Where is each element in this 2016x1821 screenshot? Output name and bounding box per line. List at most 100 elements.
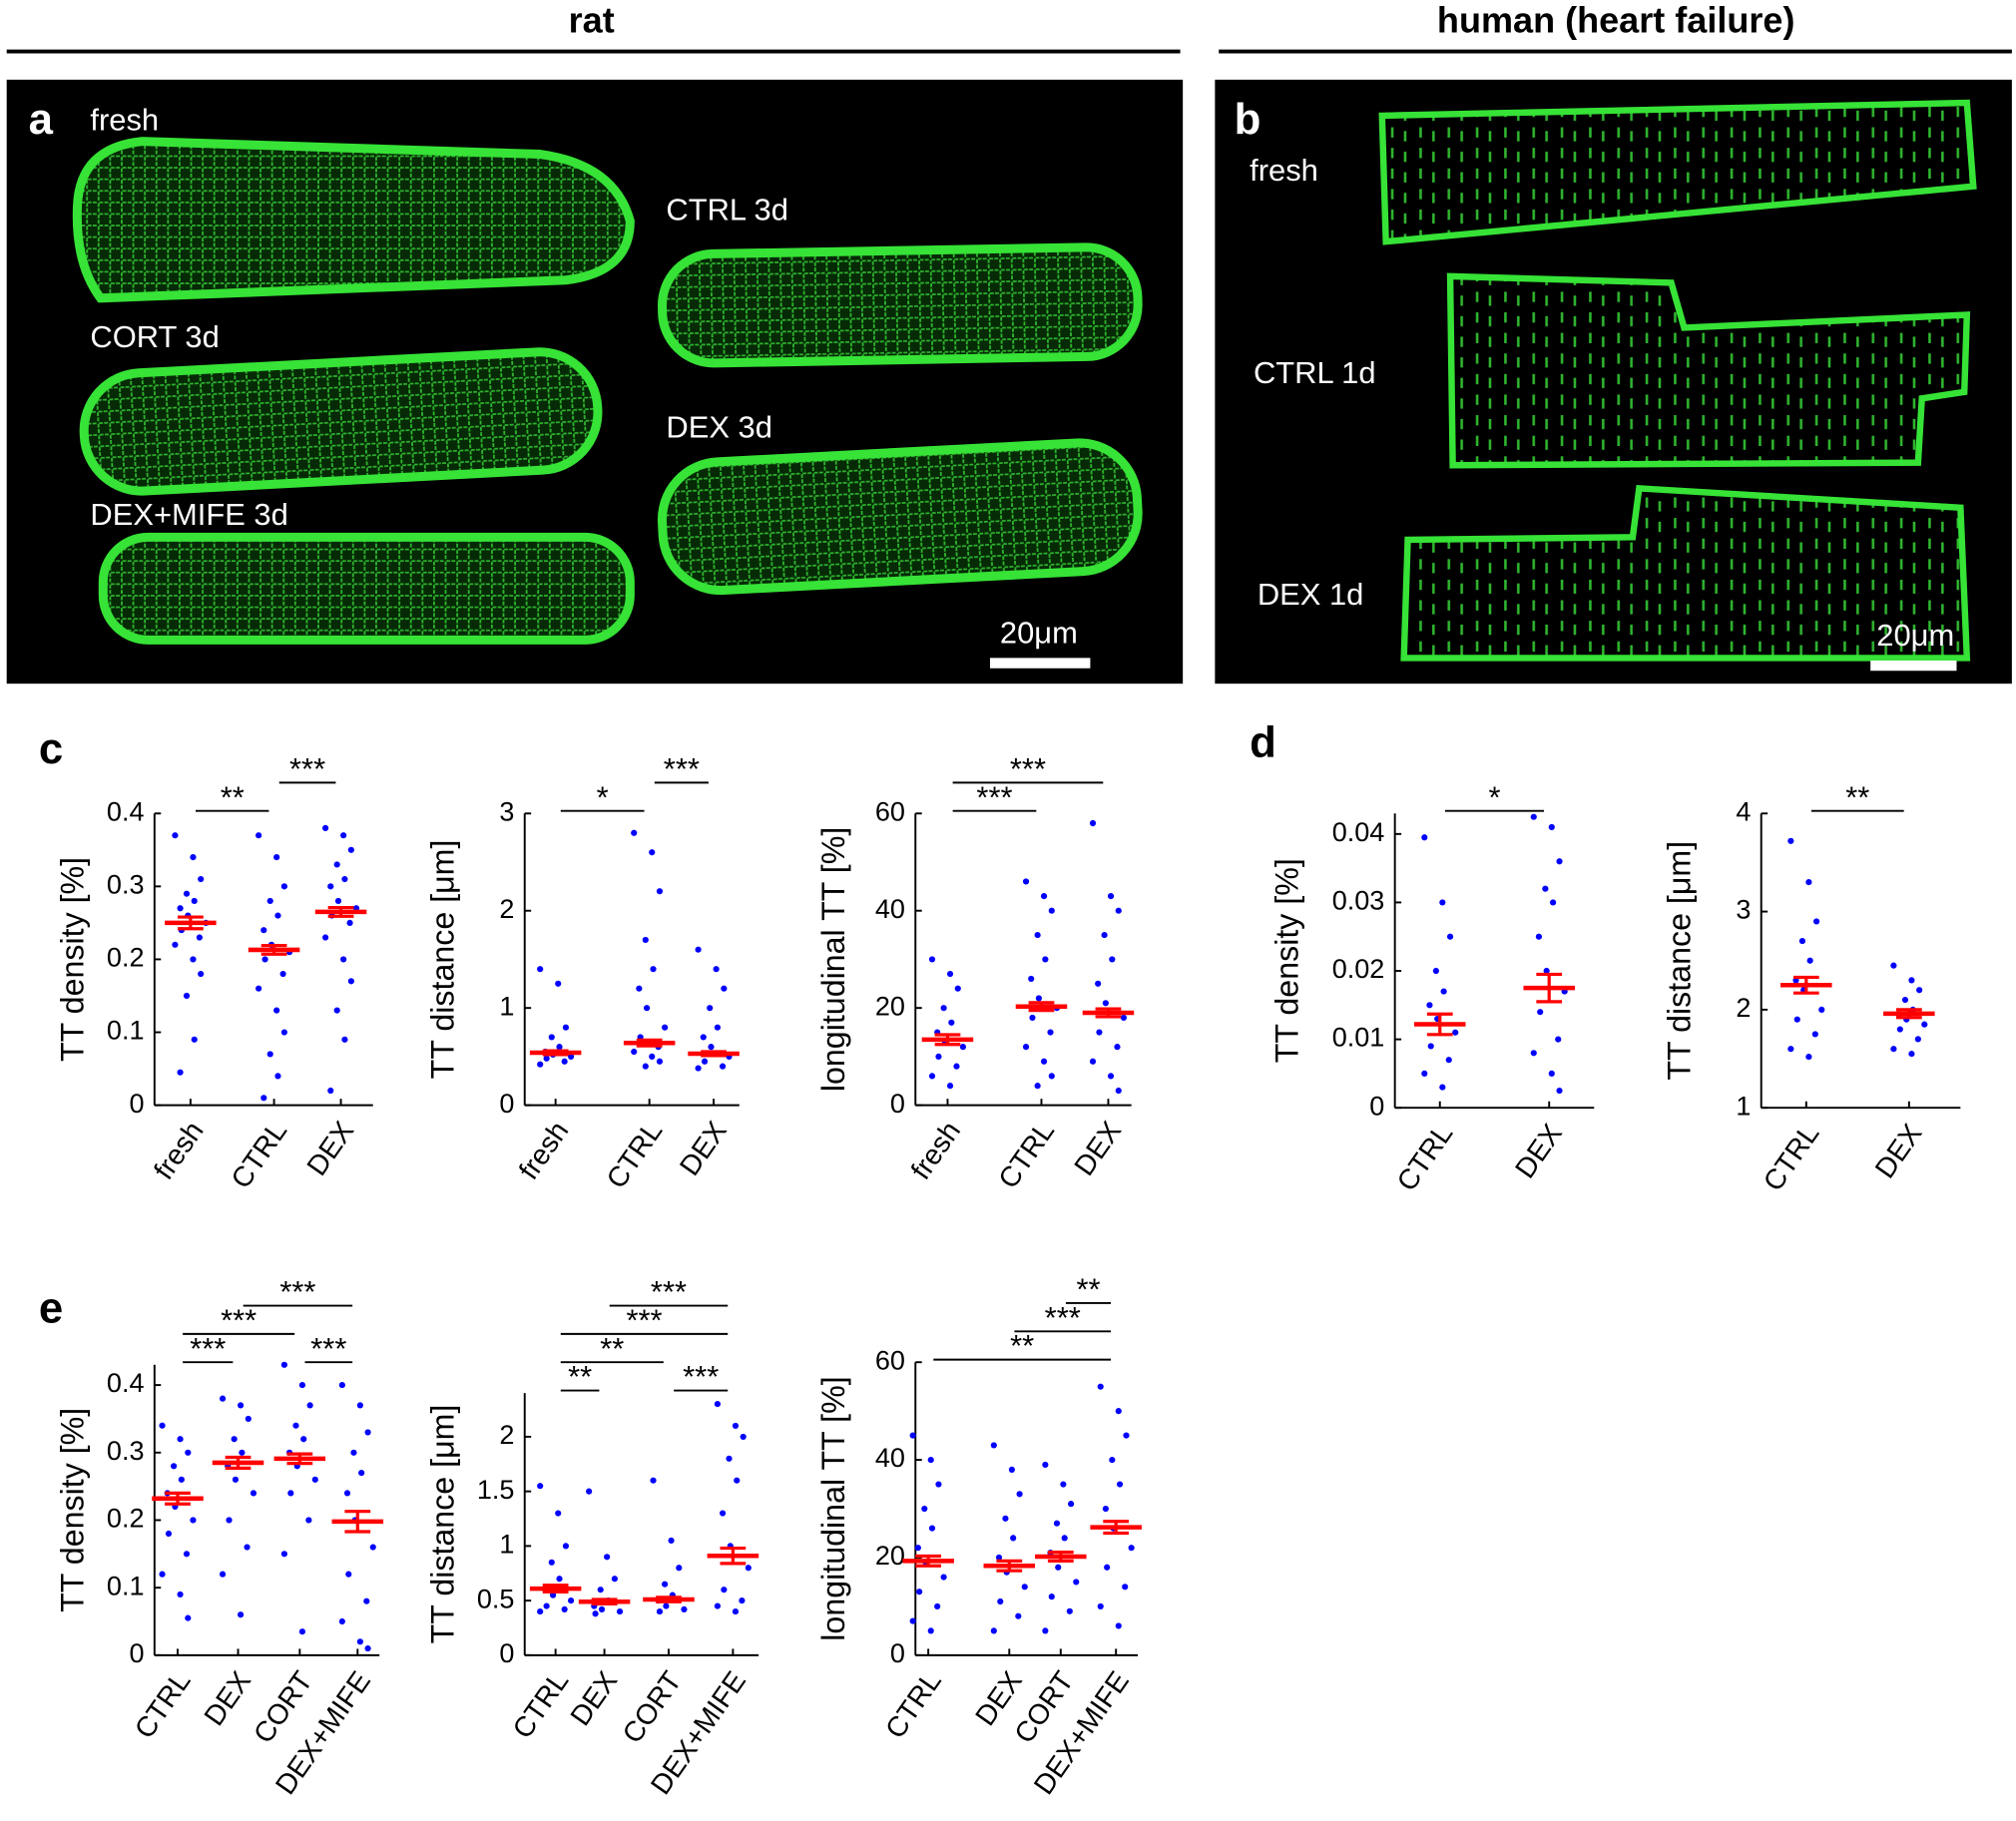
dot [1787,837,1794,844]
dot [1068,1501,1075,1508]
dot [642,1063,649,1070]
dot [1537,1009,1544,1016]
dot [650,1477,657,1484]
image-annotation: CORT 3d [90,319,219,354]
dot [586,1488,593,1495]
dot [662,1581,669,1588]
dot [714,1400,722,1408]
dot [1128,1545,1135,1552]
dot [707,1005,714,1012]
dot [177,1069,184,1076]
dot [701,1058,709,1065]
dot [668,1537,675,1544]
cells [72,99,1977,662]
cell [79,347,603,496]
y-tick-label: 0.4 [107,796,145,826]
x-tick-label: DEX [1509,1119,1569,1184]
x-tick-label: CTRL [1391,1119,1460,1197]
cell [657,438,1143,596]
dot [1048,1593,1055,1600]
dot [543,1602,550,1609]
dot [953,1063,960,1070]
panel-label: e [39,1283,63,1332]
dot [568,1053,575,1060]
dot [636,985,643,992]
x-tick-label: fresh [513,1116,575,1185]
dot [1916,987,1923,994]
dot [1102,1505,1109,1513]
dot [347,846,354,853]
dot [1022,1044,1030,1051]
dot [561,1058,568,1065]
x-tick-label: DEX [301,1116,361,1181]
significance-label: *** [664,751,700,786]
y-tick-label: 1.5 [477,1475,515,1505]
x-tick-label: CTRL [992,1116,1061,1194]
dot [650,966,657,973]
y-tick-label: 0 [499,1638,514,1668]
dot [1896,1026,1903,1033]
dot [1042,956,1049,963]
y-tick-label: 3 [1736,895,1751,925]
dot [592,1610,599,1617]
y-tick-label: 0.02 [1332,954,1385,984]
dot [1530,813,1537,820]
y-tick-label: 0 [890,1089,905,1119]
significance-label: * [1488,779,1500,814]
dot [909,1432,916,1439]
dot [1107,1073,1115,1080]
dot [611,1576,618,1583]
dot [649,849,656,856]
dot [171,1463,178,1470]
dot [1042,1461,1049,1469]
dot [740,1433,747,1440]
y-tick-label: 20 [875,991,905,1021]
dot [1109,1457,1116,1464]
y-tick-label: 60 [875,796,905,826]
dot [927,1627,934,1634]
dot [928,1525,936,1532]
significance-label: *** [626,1302,662,1337]
chart: 1 2 3 4 TT distance [μm] CTRL DEX ** [1661,779,1961,1197]
dot [1035,995,1043,1002]
dot [1548,1070,1555,1077]
dot [333,1007,340,1014]
dot [341,875,348,883]
dot [1914,1036,1921,1043]
dot [631,1048,638,1056]
dot [1029,1014,1036,1022]
dot [695,1065,702,1072]
significance-label: *** [651,1274,687,1309]
cell [1400,485,1971,662]
y-axis-label: TT distance [μm] [424,1405,460,1644]
y-axis-label: TT density [%] [1269,858,1305,1063]
dot [656,1058,664,1065]
dot [266,1051,273,1058]
dot [1115,1408,1122,1415]
x-tick-label: DEX [198,1665,257,1731]
y-tick-label: 3 [499,796,514,826]
y-tick-label: 0.5 [477,1584,515,1613]
scale-bar-label: 20μm [1876,618,1954,653]
dot [721,985,728,992]
dot [708,1044,715,1051]
dot [279,970,286,978]
y-axis-label: longitudinal TT [%] [815,1376,851,1640]
dot [940,1574,947,1581]
dot [1034,931,1041,939]
dot [298,1382,306,1389]
dot [662,1024,669,1031]
dot [1549,899,1557,906]
y-tick-label: 0 [499,1089,514,1119]
dot [745,1565,752,1572]
dot [1008,1466,1015,1473]
dot [721,1587,728,1593]
dot [358,1469,365,1477]
dot [1427,1043,1434,1050]
dot [1806,957,1813,964]
dot [1555,1036,1562,1043]
dot [231,1436,238,1443]
dot [1811,1031,1818,1038]
y-tick-label: 0.4 [107,1368,145,1398]
x-tick-label: DEX [1068,1116,1128,1181]
